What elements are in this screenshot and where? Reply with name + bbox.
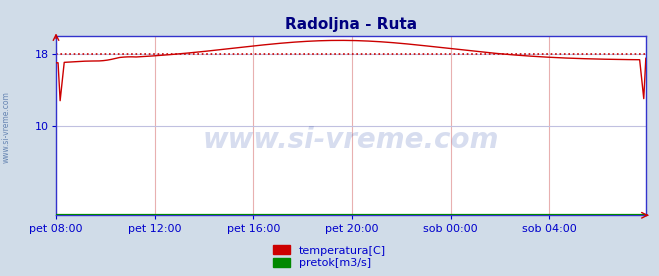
Text: www.si-vreme.com: www.si-vreme.com (203, 126, 499, 154)
Text: www.si-vreme.com: www.si-vreme.com (2, 91, 11, 163)
Title: Radoljna - Ruta: Radoljna - Ruta (285, 17, 417, 32)
Legend: temperatura[C], pretok[m3/s]: temperatura[C], pretok[m3/s] (271, 243, 388, 270)
